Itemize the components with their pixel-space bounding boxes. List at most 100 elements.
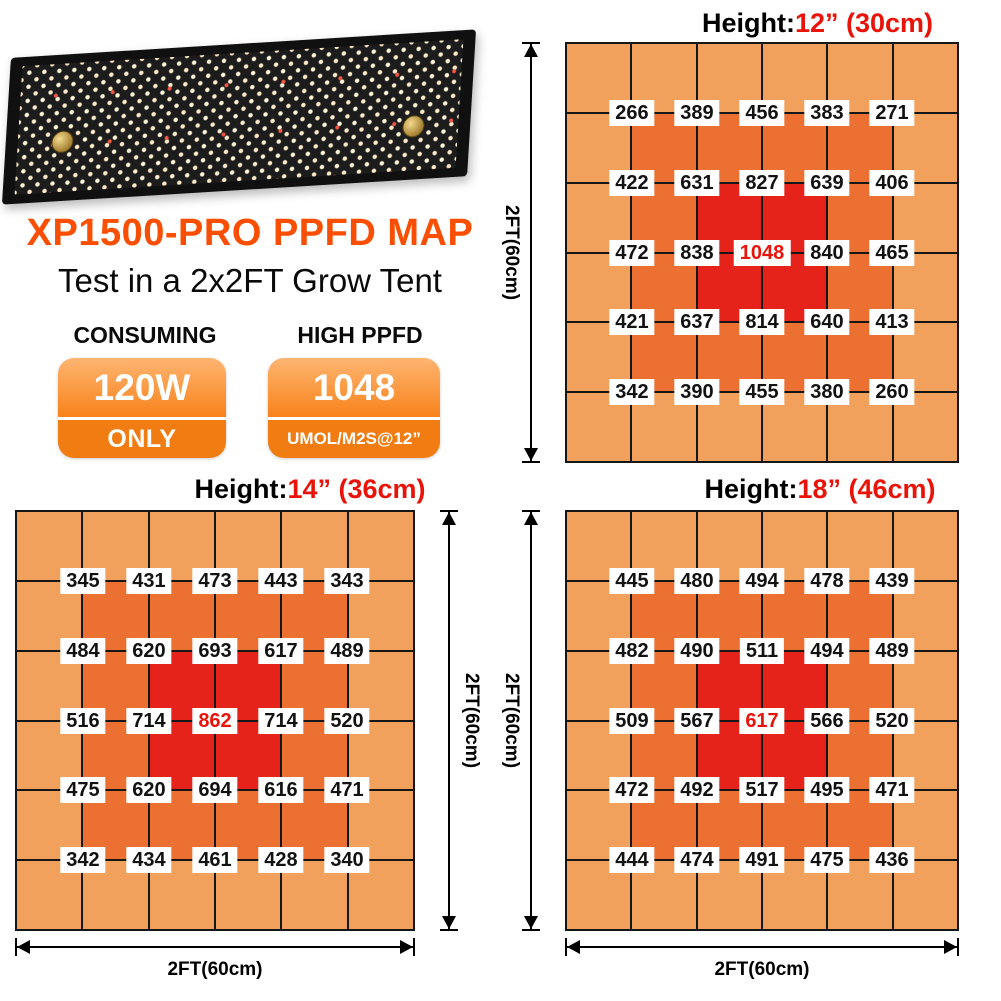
ppfd-value: 342: [609, 378, 655, 405]
ppfd-value: 444: [609, 846, 655, 873]
ppfd-value: 814: [739, 308, 785, 335]
ppfd-value: 567: [674, 707, 720, 734]
horizontal-dimension-label: 2FT(60cm): [714, 959, 810, 980]
ppfd-value: 616: [258, 776, 304, 803]
ppfd-value: 472: [609, 776, 655, 803]
ppfd-value: 421: [609, 308, 655, 335]
led-board-pattern: [14, 39, 464, 195]
heatmap-18in: 445 480 494 478 439 482 490 511 494 489 509 567 617 5…: [565, 510, 959, 931]
ppfd-value: 620: [126, 637, 172, 664]
ppfd-value: 465: [869, 239, 915, 266]
ppfd-value: 639: [804, 169, 850, 196]
ppfd-value: 390: [674, 378, 720, 405]
ppfd-value: 380: [804, 378, 850, 405]
vertical-dimension-12: 2FT(60cm): [498, 42, 540, 463]
horizontal-dimension-14: 2FT(60cm): [15, 938, 415, 981]
ppfd-value: 617: [258, 637, 304, 664]
horizontal-dimension-label: 2FT(60cm): [167, 959, 263, 980]
ppfd-value: 271: [869, 100, 915, 127]
height-label: Height:: [704, 474, 798, 504]
ppfd-value: 472: [609, 239, 655, 266]
ppfd-value: 445: [609, 568, 655, 595]
ppfd-value: 489: [324, 637, 370, 664]
ppfd-value: 511: [739, 637, 785, 664]
ppfd-value: 714: [126, 707, 172, 734]
ppfd-value: 489: [869, 637, 915, 664]
ppfd-value: 471: [324, 776, 370, 803]
ppfd-value: 266: [609, 100, 655, 127]
ppfd-value: 494: [739, 568, 785, 595]
ppfd-value: 482: [609, 637, 655, 664]
ppfd-value: 862: [192, 707, 238, 734]
dimension-line: [522, 510, 540, 931]
ppfd-value: 520: [869, 707, 915, 734]
ppfd-value: 343: [324, 568, 370, 595]
ppfd-value: 714: [258, 707, 304, 734]
heatmap-14in: 345 431 473 443 343 484 620 693 617 489 516 714 862 7…: [15, 510, 415, 931]
height-value: 12” (30cm): [794, 8, 934, 38]
ppfd-value: 428: [258, 846, 304, 873]
ppfd-value: 474: [674, 846, 720, 873]
ppfd-peak-value: 1048: [268, 358, 440, 417]
ppfd-value: 475: [804, 846, 850, 873]
dimension-line: [522, 42, 540, 463]
ppfd-value: 617: [739, 707, 785, 734]
ppfd-value: 509: [609, 707, 655, 734]
dimension-line: [440, 510, 458, 931]
height-label: Height:: [194, 474, 288, 504]
height-value: 14” (36cm): [287, 474, 426, 504]
ppfd-value: 456: [739, 100, 785, 127]
ppfd-value: 422: [609, 169, 655, 196]
dimension-line: [565, 938, 959, 956]
ppfd-value: 383: [804, 100, 850, 127]
ppfd-value: 631: [674, 169, 720, 196]
ppfd-value: 342: [60, 846, 106, 873]
ppfd-value: 1048: [733, 239, 791, 266]
ppfd-value: 484: [60, 637, 106, 664]
ppfd-value: 436: [869, 846, 915, 873]
poster-title: XP1500-PRO PPFD MAP: [26, 212, 474, 254]
ppfd-value: 620: [126, 776, 172, 803]
ppfd-value: 389: [674, 100, 720, 127]
ppfd-value: 492: [674, 776, 720, 803]
vertical-dimension-label: 2FT(60cm): [461, 672, 482, 769]
height-label: Height:: [701, 8, 795, 38]
poster-subtitle: Test in a 2x2FT Grow Tent: [58, 262, 442, 299]
ppfd-value: 566: [804, 707, 850, 734]
height-value: 18” (46cm): [797, 474, 936, 504]
ppfd-value: 260: [869, 378, 915, 405]
high-ppfd-heading: HIGH PPFD: [297, 322, 423, 348]
ppfd-value: 516: [60, 707, 106, 734]
ppfd-value: 480: [674, 568, 720, 595]
ppfd-value: 439: [869, 568, 915, 595]
grow-light-panel-photo: [1, 29, 477, 205]
ppfd-value: 494: [804, 637, 850, 664]
ppfd-value: 517: [739, 776, 785, 803]
vertical-dimension-label: 2FT(60cm): [501, 672, 522, 769]
ppfd-value: 495: [804, 776, 850, 803]
vertical-dimension-label: 2FT(60cm): [501, 204, 522, 301]
ppfd-value: 490: [674, 637, 720, 664]
wattage-caption: ONLY: [58, 417, 226, 458]
ppfd-unit-caption: UMOL/M2S@12”: [268, 417, 440, 458]
ppfd-value: 838: [674, 239, 720, 266]
ppfd-value: 694: [192, 776, 238, 803]
ppfd-value: 471: [869, 776, 915, 803]
ppfd-value: 406: [869, 169, 915, 196]
horizontal-dimension-18: 2FT(60cm): [565, 938, 959, 981]
ppfd-value: 475: [60, 776, 106, 803]
vertical-dimension-14: 2FT(60cm): [440, 510, 482, 931]
ppfd-value: 840: [804, 239, 850, 266]
ppfd-value: 461: [192, 846, 238, 873]
heatmap-12in: 266 389 456 383 271 422 631 827 639 406 472 838 1048…: [565, 42, 959, 463]
ppfd-value: 520: [324, 707, 370, 734]
ppfd-badge: 1048 UMOL/M2S@12”: [268, 358, 440, 458]
consuming-heading: CONSUMING: [73, 322, 217, 348]
heatmap-values: 266 389 456 383 271 422 631 827 639 406 472 838 1048…: [567, 44, 957, 461]
ppfd-value: 491: [739, 846, 785, 873]
heatmap-values: 345 431 473 443 343 484 620 693 617 489 516 714 862 7…: [17, 512, 413, 929]
ppfd-value: 637: [674, 308, 720, 335]
ppfd-value: 345: [60, 568, 106, 595]
ppfd-value: 443: [258, 568, 304, 595]
